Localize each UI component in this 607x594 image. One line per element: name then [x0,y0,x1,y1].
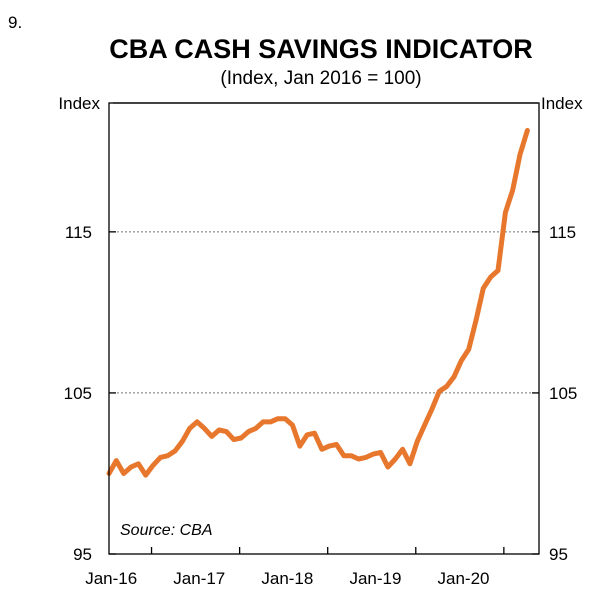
x-tick-label: Jan-17 [173,569,225,588]
y-axis-label-left: Index [58,94,100,113]
x-tick-label: Jan-19 [349,569,401,588]
y-axis-label-right: Index [541,94,583,113]
y-axis: 95 95 105 105 115 115 [64,223,578,564]
y-tick-label-left: 115 [65,223,92,242]
y-tick-label-right: 115 [549,223,576,242]
gridlines [109,102,539,394]
series-layer [106,127,530,478]
series-line-0 [106,127,530,478]
x-axis: Jan-16 Jan-17 Jan-18 Jan-19 Jan-20 [85,547,505,588]
x-tick-label: Jan-20 [438,569,490,588]
y-tick-label-left: 95 [73,545,92,564]
figure-number: 9. [8,13,22,32]
y-tick-label-right: 105 [549,384,577,403]
plot-frame [108,102,540,555]
y-tick-label-left: 105 [64,384,92,403]
chart-title: CBA CASH SAVINGS INDICATOR [109,34,533,64]
chart-subtitle: (Index, Jan 2016 = 100) [220,68,421,89]
source-note: Source: CBA [120,522,212,539]
x-tick-label: Jan-16 [85,569,137,588]
x-tick-label: Jan-18 [261,569,313,588]
y-tick-label-right: 95 [549,545,568,564]
